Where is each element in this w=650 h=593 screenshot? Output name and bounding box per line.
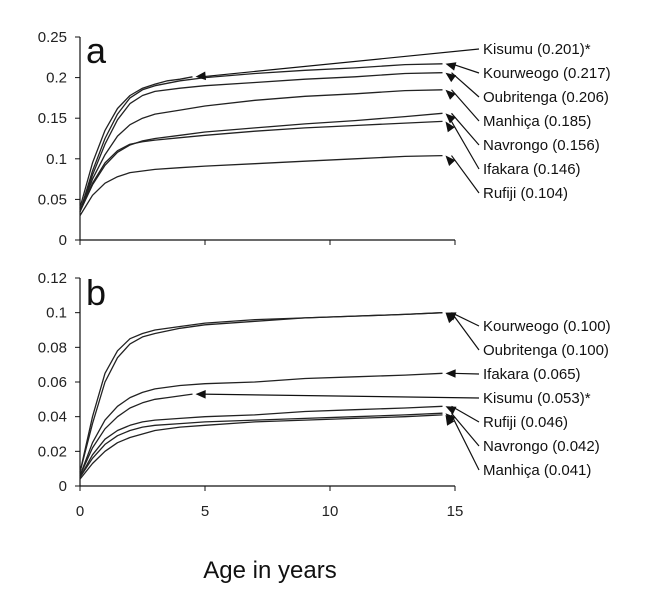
- series-line-manhiça: [79, 414, 443, 480]
- series-line-kisumu: [79, 76, 193, 208]
- label-arrow-head: [445, 312, 456, 324]
- label-arrow-line: [201, 48, 480, 78]
- series-line-ifakara: [79, 120, 443, 212]
- series-label-manhiça: Manhiça (0.041): [483, 462, 591, 479]
- label-arrow-line: [451, 312, 480, 351]
- y-tick-label: 0.1: [46, 305, 67, 322]
- label-arrow-line: [451, 112, 480, 146]
- series-label-rufiji: Rufiji (0.046): [483, 414, 568, 431]
- series-label-navrongo: Navrongo (0.042): [483, 438, 600, 455]
- label-arrow-line: [451, 155, 480, 194]
- label-arrow-head: [445, 89, 456, 100]
- x-axis-label: Age in years: [203, 557, 336, 584]
- series-line-oubritenga: [79, 312, 443, 473]
- y-tick-label: 0.02: [38, 443, 67, 460]
- series-line-manhiça: [79, 89, 443, 212]
- panel-label: a: [86, 30, 107, 71]
- series-line-rufiji: [79, 154, 443, 216]
- series-label-oubritenga: Oubritenga (0.100): [483, 342, 609, 359]
- y-tick-label: 0.15: [38, 110, 67, 127]
- y-tick-label: 0.08: [38, 339, 67, 356]
- label-arrow-head: [445, 72, 457, 83]
- label-arrow-line: [201, 393, 480, 399]
- series-label-navrongo: Navrongo (0.156): [483, 137, 600, 154]
- y-tick-label: 0.12: [38, 270, 67, 287]
- label-arrow-line: [451, 89, 480, 122]
- series-label-kisumu: Kisumu (0.053)*: [483, 390, 591, 407]
- series-label-kisumu: Kisumu (0.201)*: [483, 41, 591, 58]
- label-arrow-head: [445, 155, 456, 166]
- y-tick-label: 0.1: [46, 151, 67, 168]
- x-tick-label: 10: [322, 503, 339, 520]
- label-arrow-line: [451, 312, 480, 327]
- label-arrow-line: [451, 72, 480, 98]
- series-line-kourweogo: [79, 63, 443, 212]
- label-arrow-head: [445, 113, 456, 124]
- label-arrow-head: [445, 406, 457, 415]
- label-arrow-line: [450, 121, 480, 170]
- y-tick-label: 0: [59, 232, 67, 249]
- y-tick-label: 0.04: [38, 409, 67, 426]
- label-arrow-head: [445, 121, 455, 133]
- series-label-rufiji: Rufiji (0.104): [483, 185, 568, 202]
- label-arrow-head: [195, 71, 206, 81]
- label-arrow-head: [195, 390, 206, 399]
- label-arrow-line: [451, 63, 480, 74]
- series-label-ifakara: Ifakara (0.065): [483, 366, 581, 383]
- series-label-ifakara: Ifakara (0.146): [483, 161, 581, 178]
- y-tick-label: 0.2: [46, 70, 67, 87]
- y-tick-label: 0.25: [38, 29, 67, 46]
- series-label-kourweogo: Kourweogo (0.217): [483, 65, 611, 82]
- series-label-kourweogo: Kourweogo (0.100): [483, 318, 611, 335]
- label-arrow-line: [451, 405, 480, 423]
- series-label-oubritenga: Oubritenga (0.206): [483, 89, 609, 106]
- y-tick-label: 0.06: [38, 374, 67, 391]
- series-line-navrongo: [79, 412, 443, 478]
- series-label-manhiça: Manhiça (0.185): [483, 113, 591, 130]
- series-line-navrongo: [79, 112, 443, 212]
- series-line-kourweogo: [79, 312, 443, 473]
- series-line-rufiji: [79, 405, 443, 478]
- label-arrow-head: [445, 62, 457, 71]
- label-arrow-line: [450, 414, 480, 471]
- x-tick-label: 0: [76, 503, 84, 520]
- label-arrow-line: [451, 412, 480, 447]
- y-tick-label: 0.05: [38, 191, 67, 208]
- series-line-ifakara: [79, 372, 443, 476]
- label-arrow-line: [451, 372, 480, 375]
- series-line-kisumu: [79, 393, 193, 476]
- label-arrow-head: [445, 414, 455, 426]
- y-tick-label: 0: [59, 478, 67, 495]
- label-arrow-head: [445, 413, 456, 424]
- x-tick-label: 5: [201, 503, 209, 520]
- x-tick-label: 15: [447, 503, 464, 520]
- panel-label: b: [86, 272, 106, 313]
- series-line-oubritenga: [79, 72, 443, 212]
- label-arrow-head: [445, 369, 456, 378]
